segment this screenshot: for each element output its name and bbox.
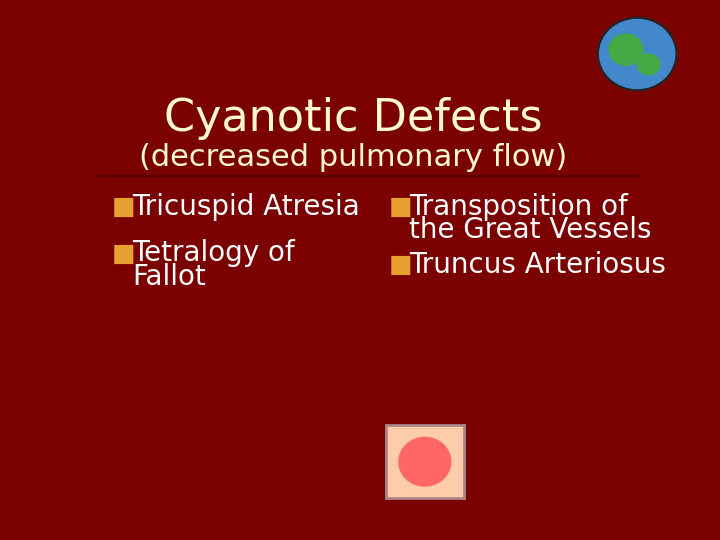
- Text: ■: ■: [112, 195, 135, 219]
- Text: (decreased pulmonary flow): (decreased pulmonary flow): [140, 143, 567, 172]
- Text: Fallot: Fallot: [132, 262, 207, 291]
- Circle shape: [637, 54, 660, 75]
- Text: the Great Vessels: the Great Vessels: [409, 217, 652, 244]
- Circle shape: [598, 18, 677, 90]
- Text: Tetralogy of: Tetralogy of: [132, 239, 295, 267]
- Text: Truncus Arteriosus: Truncus Arteriosus: [409, 251, 666, 279]
- Text: ■: ■: [112, 241, 135, 266]
- Text: Tricuspid Atresia: Tricuspid Atresia: [132, 193, 361, 221]
- Circle shape: [609, 34, 643, 65]
- Text: Cyanotic Defects: Cyanotic Defects: [164, 97, 543, 140]
- Text: Transposition of: Transposition of: [409, 193, 628, 221]
- Text: ■: ■: [388, 195, 412, 219]
- Text: ■: ■: [388, 253, 412, 277]
- Circle shape: [399, 437, 451, 486]
